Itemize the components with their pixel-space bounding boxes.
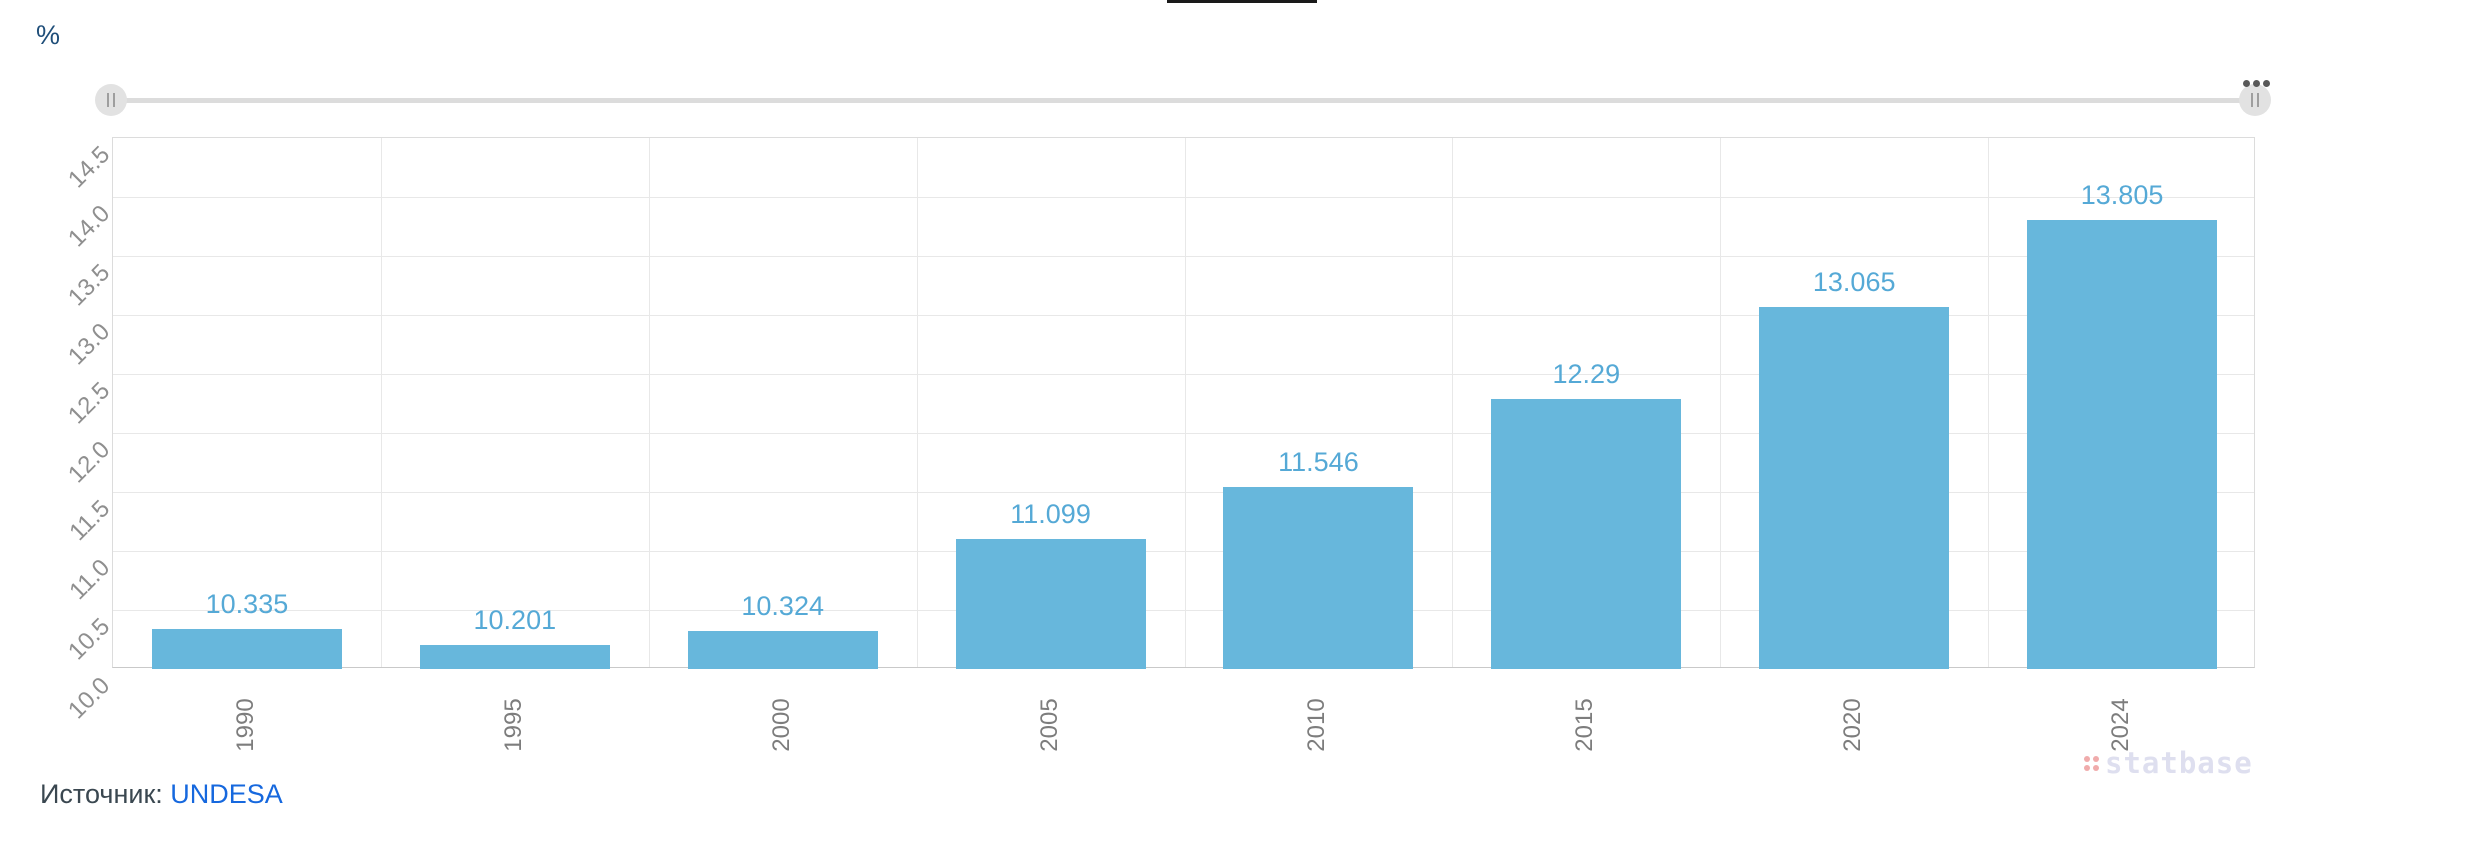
gridline-horizontal	[113, 433, 2254, 434]
bar-value-label: 11.099	[1010, 499, 1091, 530]
gridline-horizontal	[113, 551, 2254, 552]
x-axis-tick-label: 1990	[231, 698, 259, 752]
source-line: Источник: UNDESA	[40, 779, 283, 810]
top-divider-line	[1167, 0, 1317, 3]
gridline-vertical	[380, 138, 382, 667]
bar-value-label: 10.324	[741, 590, 824, 621]
bar-1990[interactable]	[151, 629, 342, 669]
bar-value-label: 10.201	[473, 605, 557, 636]
source-link[interactable]: UNDESA	[170, 779, 283, 809]
x-axis-tick-label: 2015	[1571, 698, 1599, 752]
gridline-horizontal	[113, 610, 2254, 611]
ellipsis-icon	[2262, 79, 2270, 87]
gridline-vertical	[1988, 138, 1990, 667]
bar-2000[interactable]	[687, 630, 878, 669]
scrollbar-left-handle[interactable]	[95, 84, 127, 116]
bar-2015[interactable]	[1491, 398, 1682, 669]
chart-plot-area: 10.335 10.201 10.324 11.099 11.546 12.29 13.06…	[112, 137, 2255, 669]
watermark: statbase	[2084, 746, 2253, 780]
gridline-vertical	[648, 138, 650, 667]
gridline-vertical	[1184, 138, 1186, 667]
bar-2005[interactable]	[955, 539, 1146, 669]
drag-grip-icon	[107, 93, 109, 107]
drag-grip-icon	[2251, 93, 2253, 107]
gridline-horizontal	[113, 315, 2254, 316]
gridline-horizontal	[113, 256, 2254, 257]
bar-value-label: 13.805	[2080, 180, 2164, 210]
bar-value-label: 13.065	[1812, 267, 1896, 298]
gridline-vertical	[916, 138, 918, 667]
gridline-vertical	[1452, 138, 1454, 667]
ellipsis-icon	[2242, 79, 2250, 87]
bar-value-label: 11.546	[1278, 446, 1359, 477]
x-axis-tick-label: 2010	[1303, 698, 1331, 752]
drag-grip-icon	[113, 93, 115, 107]
x-axis-tick-label: 2020	[1839, 698, 1867, 752]
bar-2020[interactable]	[1759, 307, 1950, 669]
chart-menu-button[interactable]	[2240, 77, 2272, 89]
x-axis-tick-label: 2005	[1035, 698, 1063, 752]
bar-2024[interactable]	[2027, 220, 2218, 669]
x-axis-tick-label: 2000	[767, 698, 795, 752]
watermark-text: statbase	[2105, 746, 2253, 780]
unit-label: %	[36, 20, 61, 50]
source-label: Источник:	[40, 779, 163, 809]
drag-grip-icon	[2257, 93, 2259, 107]
gridline-horizontal	[113, 197, 2254, 198]
ellipsis-icon	[2252, 79, 2260, 87]
gridline-horizontal	[113, 492, 2254, 493]
x-axis-tick-label: 1995	[499, 698, 527, 752]
bar-1995[interactable]	[419, 645, 610, 669]
gridline-vertical	[1720, 138, 1722, 667]
statbase-logo-icon	[2084, 755, 2099, 771]
scrollbar-right-handle[interactable]	[2239, 84, 2271, 116]
bar-value-label: 10.335	[205, 589, 289, 620]
bar-value-label: 12.29	[1552, 358, 1621, 389]
bar-2010[interactable]	[1223, 486, 1414, 669]
gridline-horizontal	[113, 374, 2254, 375]
scrollbar-track[interactable]	[112, 98, 2255, 103]
